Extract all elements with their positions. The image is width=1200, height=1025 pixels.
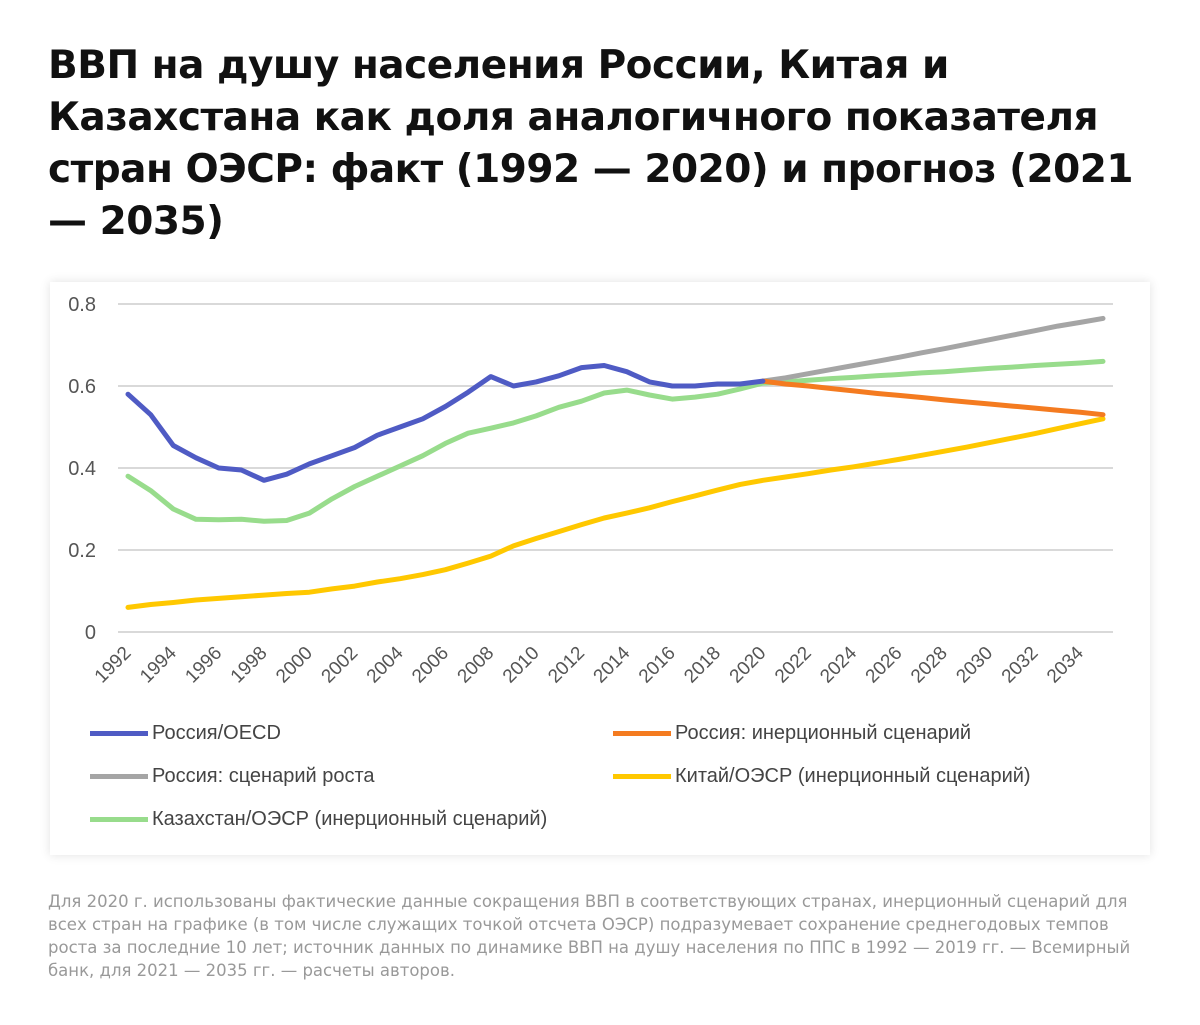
x-tick-label: 2032 [998, 643, 1043, 688]
legend-swatch [90, 817, 148, 822]
y-tick-label: 0.6 [68, 376, 96, 398]
x-tick-label: 1998 [227, 643, 272, 688]
legend-label: Китай/ОЭСР (инерционный сценарий) [675, 765, 1031, 787]
legend-item: Казахстан/ОЭСР (инерционный сценарий) [90, 808, 547, 831]
x-tick-label: 2002 [318, 643, 363, 688]
series-line-4 [125, 358, 1106, 524]
x-tick-label: 2020 [726, 643, 771, 688]
x-tick-label: 2010 [499, 643, 544, 688]
legend-swatch [90, 774, 148, 779]
y-tick-label: 0 [85, 622, 96, 644]
x-tick-label: 2030 [952, 643, 997, 688]
legend-item: Россия/OECD [90, 722, 281, 745]
x-tick-label: 2008 [454, 643, 499, 688]
footnote: Для 2020 г. использованы фактические дан… [48, 892, 1131, 980]
x-tick-label: 2014 [590, 642, 635, 687]
x-tick-label: 2000 [272, 643, 317, 688]
legend-label: Россия: инерционный сценарий [675, 722, 972, 744]
x-tick-label: 2022 [771, 643, 816, 688]
x-tick-label: 2034 [1043, 642, 1088, 687]
series-line-1 [760, 378, 1106, 418]
series-line-3 [125, 416, 1106, 610]
legend-label: Россия/OECD [152, 722, 281, 744]
x-tick-label: 2024 [816, 642, 861, 687]
x-tick-label: 1994 [136, 642, 181, 687]
chart-title: ВВП на душу населения России, Китая и Ка… [48, 43, 1134, 244]
legend-item: Китай/ОЭСР (инерционный сценарий) [613, 765, 1031, 788]
legend-label: Россия: сценарий роста [152, 765, 375, 787]
legend-swatch [613, 731, 671, 736]
y-tick-label: 0.4 [68, 458, 96, 480]
legend-label: Казахстан/ОЭСР (инерционный сценарий) [152, 808, 548, 830]
chart-card: 0 0.2 0.4 0.6 0.8 1992 1994 1996 1998 2000 2002 200… [50, 282, 1150, 855]
y-tick-label: 0.2 [68, 540, 96, 562]
legend-swatch [613, 774, 671, 779]
legend-swatch [90, 731, 148, 736]
x-tick-label: 2028 [907, 643, 952, 688]
y-tick-label: 0.8 [68, 294, 96, 316]
legend-item: Россия: сценарий роста [90, 765, 375, 788]
x-tick-label: 1992 [91, 643, 136, 688]
x-tick-label: 2006 [408, 643, 453, 688]
series-line-0 [125, 363, 766, 483]
x-tick-label: 1996 [181, 643, 226, 688]
series-line-2 [760, 315, 1106, 384]
x-tick-label: 2026 [862, 643, 907, 688]
x-tick-label: 2012 [544, 643, 589, 688]
x-tick-label: 2016 [635, 643, 680, 688]
x-tick-label: 2004 [363, 642, 408, 687]
x-tick-label: 2018 [680, 643, 725, 688]
legend-item: Россия: инерционный сценарий [613, 722, 971, 745]
